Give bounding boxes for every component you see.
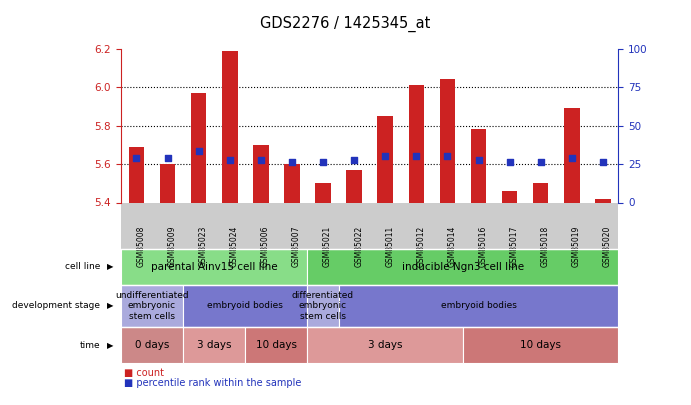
Text: undifferentiated
embryonic
stem cells: undifferentiated embryonic stem cells — [115, 291, 189, 321]
Text: GSM85022: GSM85022 — [354, 226, 363, 267]
Point — [256, 157, 267, 164]
Text: parental Ainv15 cell line: parental Ainv15 cell line — [151, 262, 278, 272]
Text: ▶: ▶ — [107, 301, 113, 311]
Point — [504, 159, 515, 165]
Text: time: time — [79, 341, 100, 350]
Bar — [222, 51, 238, 202]
Text: GSM85017: GSM85017 — [509, 226, 519, 267]
Point — [380, 153, 391, 160]
Bar — [253, 145, 269, 202]
Point — [566, 155, 577, 162]
Text: 3 days: 3 days — [197, 340, 231, 350]
Point — [410, 153, 422, 160]
Point — [442, 153, 453, 160]
Text: GSM85021: GSM85021 — [323, 226, 332, 267]
Point — [131, 155, 142, 162]
Bar — [346, 170, 362, 202]
Text: GSM85020: GSM85020 — [603, 226, 612, 267]
Text: ▶: ▶ — [107, 262, 113, 271]
Text: inducible Ngn3 cell line: inducible Ngn3 cell line — [402, 262, 524, 272]
Bar — [160, 164, 176, 202]
Point — [224, 157, 235, 164]
Point — [193, 147, 205, 154]
Bar — [533, 183, 549, 202]
Text: GSM85018: GSM85018 — [540, 226, 550, 267]
Bar — [129, 147, 144, 202]
Text: GSM85016: GSM85016 — [478, 226, 488, 267]
Bar — [439, 79, 455, 202]
Bar — [284, 164, 300, 202]
Text: differentiated
embryonic
stem cells: differentiated embryonic stem cells — [292, 291, 354, 321]
Text: 10 days: 10 days — [256, 340, 297, 350]
Point — [317, 159, 329, 165]
Bar — [315, 183, 331, 202]
Text: cell line: cell line — [65, 262, 100, 271]
Text: 10 days: 10 days — [520, 340, 561, 350]
Text: 0 days: 0 days — [135, 340, 169, 350]
Bar — [564, 108, 580, 202]
Text: GSM85014: GSM85014 — [447, 226, 457, 267]
Text: 3 days: 3 days — [368, 340, 402, 350]
Text: GSM85023: GSM85023 — [199, 226, 208, 267]
Bar — [471, 130, 486, 202]
Text: GDS2276 / 1425345_at: GDS2276 / 1425345_at — [261, 16, 430, 32]
Point — [349, 157, 360, 164]
Text: GSM85007: GSM85007 — [292, 226, 301, 267]
Bar — [595, 199, 611, 202]
Text: embryoid bodies: embryoid bodies — [441, 301, 516, 311]
Bar — [502, 191, 518, 202]
Point — [286, 159, 297, 165]
Point — [162, 155, 173, 162]
Text: GSM85009: GSM85009 — [167, 226, 177, 267]
Text: ▶: ▶ — [107, 341, 113, 350]
Point — [535, 159, 546, 165]
Text: GSM85011: GSM85011 — [386, 226, 395, 267]
Bar — [377, 116, 393, 202]
Bar — [191, 93, 207, 202]
Text: ■ percentile rank within the sample: ■ percentile rank within the sample — [124, 378, 302, 388]
Bar — [408, 85, 424, 202]
Text: GSM85019: GSM85019 — [571, 226, 581, 267]
Text: GSM85024: GSM85024 — [229, 226, 239, 267]
Text: GSM85008: GSM85008 — [136, 226, 146, 267]
Text: ■ count: ■ count — [124, 368, 164, 378]
Text: development stage: development stage — [12, 301, 100, 311]
Text: GSM85012: GSM85012 — [416, 226, 426, 267]
Text: embryoid bodies: embryoid bodies — [207, 301, 283, 311]
Point — [473, 157, 484, 164]
Text: GSM85006: GSM85006 — [261, 226, 270, 267]
Point — [597, 159, 608, 165]
